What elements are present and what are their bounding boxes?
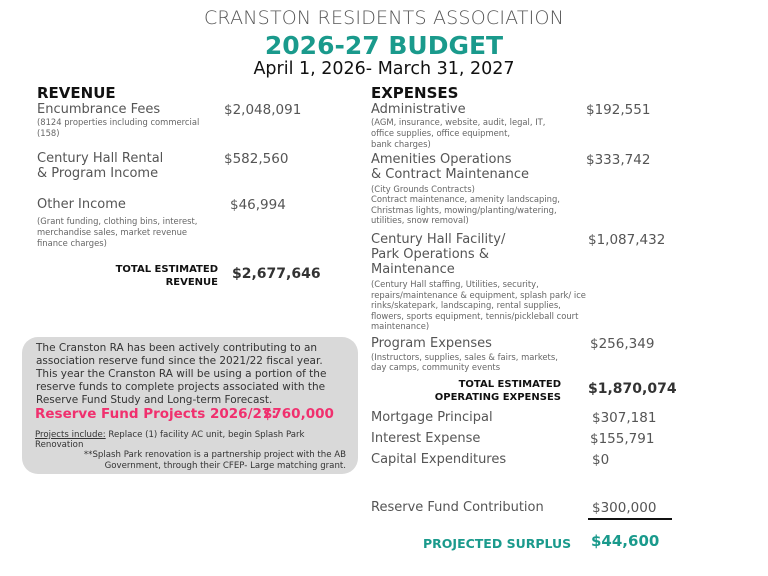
expense-label: & Contract Maintenance [371,167,530,182]
reserve-text-line: reserve funds to complete projects assoc… [36,381,326,393]
expense-note: (City Grounds Contracts) [371,184,475,194]
revenue-amount: $2,048,091 [224,102,302,118]
budget-period: April 1, 2026- March 31, 2027 [253,59,515,79]
total-revenue-label: TOTAL ESTIMATED REVENUE [116,264,218,289]
reserve-contribution-label: Reserve Fund Contribution [371,500,544,515]
expense-note: (Instructors, supplies, sales & fairs, m… [371,352,558,362]
expense-label: Amenities Operations [371,152,512,167]
expenses-heading: EXPENSES [371,84,459,102]
projects-include: Projects include: Replace (1) facility A… [35,430,305,441]
revenue-heading: REVENUE [37,84,116,102]
revenue-label: & Program Income [37,166,159,181]
expense-note: office supplies, office equipment, [371,128,511,138]
expense-note: Christmas lights, mowing/planting/wateri… [371,205,557,215]
total-expenses-amount: $1,870,074 [588,381,677,397]
expense-note: flowers, sports equipment, tennis/pickle… [371,311,579,321]
expense-note: utilities, snow removal) [371,215,469,225]
expense-note: repairs/maintenance & equipment, splash … [371,290,586,300]
capital-label: Capital Expenditures [371,452,507,467]
total-expenses-label-line: TOTAL ESTIMATED [458,379,561,390]
total-revenue-amount: $2,677,646 [232,266,321,282]
interest-amount: $155,791 [590,431,655,447]
expense-amount: $333,742 [586,152,651,168]
expense-note: maintenance) [371,321,430,331]
revenue-amount: $582,560 [224,151,289,167]
reserve-projects-amount: $760,000 [263,406,334,422]
revenue-amount: $46,994 [230,197,286,213]
revenue-label: Other Income [37,197,126,212]
page-title: 2026-27 BUDGET [264,31,504,60]
reserve-text-line: This year the Cranston RA will be using … [36,368,327,380]
projected-surplus-label: PROJECTED SURPLUS [423,536,572,551]
expense-note: rinks/skatepark, landscaping, rental sup… [371,300,561,310]
projected-surplus-amount: $44,600 [591,532,660,550]
revenue-note: merchandise sales, market revenue [37,227,188,237]
reserve-contribution-amount: $300,000 [592,500,657,516]
capital-amount: $0 [592,452,610,468]
expense-note: bank charges) [371,139,431,149]
sum-divider [588,518,672,520]
revenue-note: finance charges) [37,238,107,248]
reserve-text-line: The Cranston RA has been actively contri… [36,342,318,354]
revenue-note: (8124 properties including commercial [37,117,200,127]
splash-park-footnote: **Splash Park renovation is a partnershi… [84,450,346,471]
expense-label: Park Operations & [371,247,489,262]
expense-note: day camps, community events [371,362,501,372]
revenue-label: Century Hall Rental [37,151,164,166]
expense-amount: $1,087,432 [588,232,666,248]
reserve-projects-heading: Reserve Fund Projects 2026/27: [35,406,277,422]
expense-note: Contract maintenance, amenity landscapin… [371,194,560,204]
total-expenses-label-line: OPERATING EXPENSES [434,391,561,403]
footnote-line: Government, through their CFEP- Large ma… [104,460,346,471]
projects-include-text: Replace (1) facility AC unit, begin Spla… [105,430,305,440]
interest-label: Interest Expense [371,431,481,446]
revenue-note: (Grant funding, clothing bins, interest, [37,216,198,226]
expense-amount: $192,551 [586,102,651,118]
revenue-label: Encumbrance Fees [37,102,161,117]
reserve-fund-box [22,337,358,474]
reserve-text-line: association reserve fund since the 2021/… [36,355,323,367]
total-revenue-label-line: TOTAL ESTIMATED [115,264,218,275]
total-expenses-label: TOTAL ESTIMATED OPERATING EXPENSES [435,379,561,404]
mortgage-amount: $307,181 [592,410,657,426]
expense-amount: $256,349 [590,336,655,352]
projects-include-label: Projects include: [35,430,106,440]
reserve-text-line: Reserve Fund Study and Long-term Forecas… [36,394,273,406]
projects-include-text: Renovation [35,440,84,450]
mortgage-label: Mortgage Principal [371,410,493,425]
expense-label: Maintenance [371,262,455,277]
expense-label: Century Hall Facility/ [371,232,506,247]
expense-label: Program Expenses [371,336,492,351]
expense-note: (Century Hall staffing, Utilities, secur… [371,279,539,289]
org-name: CRANSTON RESIDENTS ASSOCIATION [203,7,565,29]
expense-label: Administrative [371,102,466,117]
total-revenue-label-line: REVENUE [165,276,218,288]
expense-note: (AGM, insurance, website, audit, legal, … [371,117,546,127]
revenue-note: (158) [37,128,60,138]
reserve-description: The Cranston RA has been actively contri… [36,342,326,407]
footnote-line: **Splash Park renovation is a partnershi… [83,450,346,460]
